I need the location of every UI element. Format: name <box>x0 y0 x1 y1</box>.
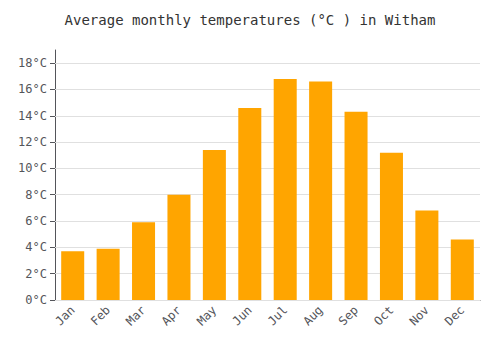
svg-text:Jan: Jan <box>52 303 77 328</box>
svg-text:Jun: Jun <box>230 303 255 328</box>
svg-text:12°C: 12°C <box>18 135 47 149</box>
svg-text:Nov: Nov <box>407 303 432 328</box>
svg-text:0°C: 0°C <box>25 293 47 307</box>
svg-text:Aug: Aug <box>300 303 325 328</box>
svg-text:2°C: 2°C <box>25 267 47 281</box>
svg-text:May: May <box>194 303 219 328</box>
svg-text:Average monthly temperatures (: Average monthly temperatures (°C ) in Wi… <box>65 12 436 28</box>
svg-text:4°C: 4°C <box>25 240 47 254</box>
svg-text:Sep: Sep <box>336 303 361 328</box>
svg-text:Oct: Oct <box>371 303 396 328</box>
svg-text:Mar: Mar <box>123 303 148 328</box>
svg-text:Dec: Dec <box>442 303 467 328</box>
svg-text:Feb: Feb <box>88 303 113 328</box>
svg-text:Jul: Jul <box>265 303 290 328</box>
svg-text:16°C: 16°C <box>18 82 47 96</box>
svg-text:Apr: Apr <box>159 303 184 328</box>
svg-text:8°C: 8°C <box>25 188 47 202</box>
svg-text:10°C: 10°C <box>18 161 47 175</box>
svg-text:18°C: 18°C <box>18 56 47 70</box>
svg-text:6°C: 6°C <box>25 214 47 228</box>
svg-text:14°C: 14°C <box>18 109 47 123</box>
